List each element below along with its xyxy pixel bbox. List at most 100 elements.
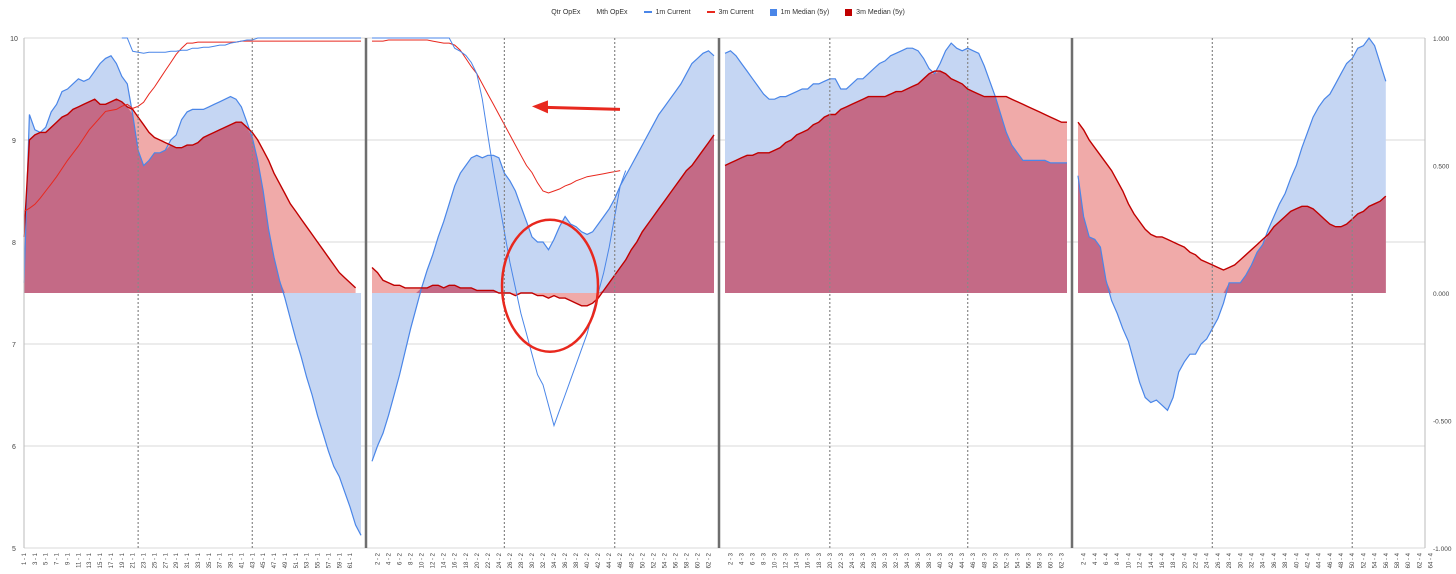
x-tick-label: 4 - 2 (387, 552, 393, 565)
x-tick-label: 36 - 2 (563, 552, 569, 568)
median-3m-line (23, 98, 357, 289)
x-tick-label: 15 - 1 (98, 552, 104, 568)
x-tick-label: 33 - 1 (196, 552, 202, 568)
x-tick-label: 19 - 1 (120, 552, 126, 568)
legend-label: 3m Current (718, 8, 754, 16)
x-tick-label: 51 - 1 (294, 552, 300, 568)
legend-label: Mth OpEx (596, 8, 628, 16)
y-left-tick-label: 6 (12, 444, 16, 451)
x-tick-label: 53 - 1 (305, 552, 311, 568)
y-left-tick-label: 10 (10, 36, 18, 43)
x-tick-label: 50 - 4 (1350, 552, 1356, 568)
annotation-arrow (545, 105, 621, 111)
x-tick-label: 38 - 3 (927, 552, 933, 568)
x-tick-label: 18 - 3 (817, 552, 823, 568)
x-tick-label: 47 - 1 (272, 552, 278, 568)
x-tick-label: 56 - 2 (673, 552, 679, 568)
x-tick-label: 5 - 1 (44, 552, 50, 565)
x-tick-label: 26 - 4 (1216, 552, 1222, 568)
legend-item: 3m Current (706, 8, 754, 16)
x-tick-label: 21 - 1 (131, 552, 137, 568)
x-tick-label: 6 - 4 (1104, 552, 1110, 565)
legend-label: 1m Current (655, 8, 691, 16)
y-left-tick-label: 5 (12, 546, 16, 553)
x-tick-label: 4 - 3 (740, 552, 746, 565)
x-tick-label: 57 - 1 (326, 552, 332, 568)
x-tick-label: 56 - 3 (1026, 552, 1032, 568)
x-tick-label: 28 - 3 (872, 552, 878, 568)
current-1m-line (121, 37, 361, 54)
x-tick-label: 60 - 4 (1406, 552, 1412, 568)
x-tick-label: 22 - 2 (486, 552, 492, 568)
x-tick-label: 54 - 4 (1373, 552, 1379, 568)
x-tick-label: 10 - 2 (420, 552, 426, 568)
median-1m-line (724, 42, 1067, 164)
median-1m-area (372, 50, 714, 462)
x-tick-label: 44 - 3 (960, 552, 966, 568)
x-tick-label: 40 - 2 (585, 552, 591, 568)
x-tick-label: 18 - 4 (1171, 552, 1177, 568)
x-tick-label: 48 - 2 (629, 552, 635, 568)
x-tick-label: 20 - 2 (475, 552, 481, 568)
x-tick-label: 25 - 1 (153, 552, 159, 568)
median-1m-line (371, 50, 715, 462)
x-tick-label: 42 - 4 (1306, 552, 1312, 568)
x-tick-label: 40 - 3 (938, 552, 944, 568)
x-tick-label: 35 - 1 (207, 552, 213, 568)
legend-item: 3m Median (5y) (845, 8, 905, 16)
x-tick-label: 28 - 4 (1227, 552, 1233, 568)
x-tick-label: 20 - 3 (828, 552, 834, 568)
x-tick-label: 32 - 4 (1250, 552, 1256, 568)
legend-item: Mth OpEx (596, 9, 627, 16)
x-tick-label: 42 - 2 (596, 552, 602, 568)
legend-swatch (769, 8, 777, 16)
x-tick-label: 2 - 3 (729, 552, 735, 565)
annotation-ellipse (500, 218, 600, 353)
x-tick-label: 46 - 3 (971, 552, 977, 568)
median-3m-line (724, 70, 1067, 167)
x-tick-label: 12 - 3 (784, 552, 790, 568)
x-tick-label: 28 - 2 (519, 552, 525, 568)
x-tick-label: 22 - 3 (839, 552, 845, 568)
y-left-tick-label: 9 (12, 138, 16, 145)
x-tick-label: 29 - 1 (174, 552, 180, 568)
x-tick-label: 24 - 3 (850, 552, 856, 568)
y-right-tick-label: 0.000 (1433, 291, 1450, 298)
legend-swatch (706, 11, 715, 13)
x-tick-label: 62 - 2 (707, 552, 713, 568)
x-tick-label: 44 - 2 (607, 552, 613, 568)
x-tick-label: 16 - 4 (1160, 552, 1166, 568)
x-tick-label: 58 - 4 (1395, 552, 1401, 568)
x-tick-label: 48 - 3 (982, 552, 988, 568)
x-tick-label: 7 - 1 (55, 552, 61, 565)
x-tick-label: 8 - 3 (762, 552, 768, 565)
x-tick-label: 6 - 2 (398, 552, 404, 565)
median-1m-line (23, 55, 362, 536)
x-tick-label: 41 - 1 (239, 552, 245, 568)
median-overlap-area (372, 134, 714, 293)
x-tick-label: 20 - 4 (1182, 552, 1188, 568)
median-1m-line (1077, 36, 1387, 412)
x-tick-label: 12 - 2 (431, 552, 437, 568)
x-tick-label: 16 - 3 (806, 552, 812, 568)
x-tick-label: 62 - 3 (1060, 552, 1066, 568)
x-tick-label: 46 - 2 (618, 552, 624, 568)
legend-label: 1m Median (5y) (780, 8, 830, 16)
x-tick-label: 9 - 1 (66, 552, 72, 565)
x-tick-label: 32 - 2 (541, 552, 547, 568)
x-tick-label: 39 - 1 (229, 552, 235, 568)
x-tick-label: 62 - 4 (1417, 552, 1423, 568)
x-tick-label: 14 - 2 (442, 552, 448, 568)
y-right-tick-label: -0.500 (1433, 419, 1452, 426)
median-3m-line (371, 134, 715, 307)
x-tick-label: 14 - 4 (1149, 552, 1155, 568)
x-tick-label: 16 - 2 (453, 552, 459, 568)
x-tick-label: 3 - 1 (33, 552, 39, 565)
x-tick-label: 45 - 1 (261, 552, 267, 568)
x-tick-label: 60 - 3 (1049, 552, 1055, 568)
x-tick-label: 34 - 2 (552, 552, 558, 568)
current-1m-line (372, 37, 627, 428)
current-3m-line (23, 40, 361, 212)
legend-swatch (643, 11, 652, 13)
